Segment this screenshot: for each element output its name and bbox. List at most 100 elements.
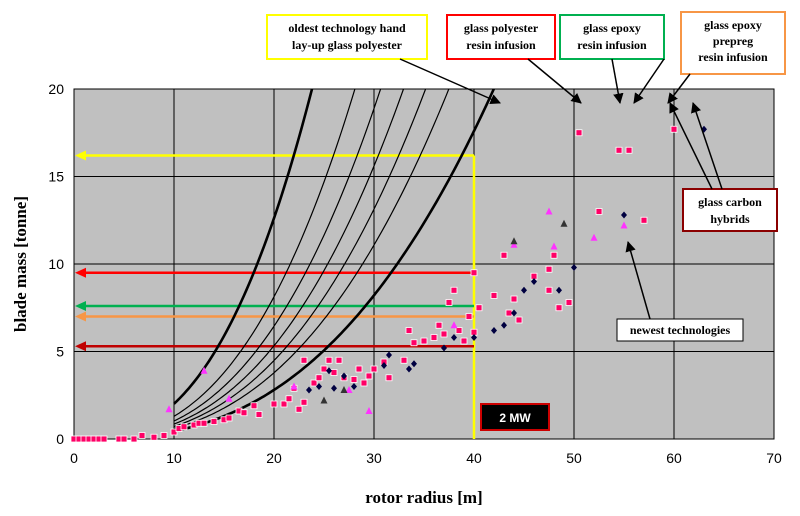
data-point-square [510,295,518,303]
data-point-triangle [340,386,348,393]
data-point-square [365,372,373,380]
badge-label: 2 MW [499,411,531,425]
data-point-triangle [560,219,568,227]
annotation-polyester-line2: resin infusion [466,38,536,52]
data-point-diamond [341,372,347,380]
annotation-glass-carbon: glass carbon hybrids [682,188,778,232]
data-point-square [130,435,138,443]
annotation-prepreg-line2: prepreg [713,34,753,48]
annotation-carbon-line1: glass carbon [698,195,762,209]
data-point-diamond [441,344,447,352]
reference-arrowhead [75,341,86,352]
trend-curve [173,88,427,428]
data-point-diamond [511,309,517,317]
data-point-square [595,208,603,215]
data-point-diamond [411,360,417,368]
data-point-diamond [501,321,507,329]
data-point-square [445,299,453,306]
annotation-prepreg-line1: glass epoxy [704,18,762,32]
arrow-carbon-a [669,102,713,190]
data-point-diamond [306,386,312,394]
data-point-diamond [386,351,392,359]
data-point-square [120,435,128,443]
annotation-polyester-line1: glass polyester [464,21,539,35]
data-point-triangle [590,233,598,241]
data-point-square [310,379,318,387]
data-point-square [240,409,248,417]
trend-curve [173,88,450,429]
y-tick-label: 15 [48,169,64,185]
data-point-diamond [316,383,322,390]
data-point-diamond [451,334,457,341]
data-point-square [405,327,413,334]
data-point-square [320,365,328,373]
data-point-diamond [471,334,477,341]
arrow-polyester [527,58,582,104]
data-point-square [550,251,558,259]
data-point-square [255,411,263,418]
x-tick-label: 60 [666,450,682,466]
y-tick-label: 5 [56,344,64,360]
annotation-arrows [399,58,723,320]
data-point-diamond [406,365,412,373]
data-point-square [420,337,428,345]
data-point-square [615,146,623,154]
annotation-carbon-line2: hybrids [710,212,750,226]
arrow-prepreg [667,73,691,104]
x-tick-label: 50 [566,450,582,466]
data-point-square [225,414,233,422]
data-point-square [170,428,178,436]
data-point-square [450,286,458,294]
data-point-square [200,419,208,427]
power-badge: 2 MW [480,403,550,431]
data-point-triangle [550,242,558,250]
annotation-epoxy-line2: resin infusion [577,38,647,52]
data-point-square [670,125,678,133]
trend-curve [173,88,356,417]
data-point-triangle [290,382,298,390]
data-point-diamond [491,327,497,334]
data-point-square [160,432,168,439]
data-point-triangle [545,207,553,215]
data-point-square [410,339,418,347]
x-tick-label: 0 [70,450,78,466]
arrow-epoxy-b [633,58,665,104]
annotation-oldest-line2: lay-up glass polyester [292,38,403,52]
data-point-square [475,304,483,312]
data-point-square [465,313,473,320]
annotation-oldest-technology: oldest technology hand lay-up glass poly… [266,14,428,60]
data-point-square [460,337,468,345]
data-point-square [150,433,158,441]
data-point-square [330,369,338,376]
annotation-glass-epoxy: glass epoxy resin infusion [559,14,665,60]
data-point-triangle [225,394,233,402]
data-point-square [285,395,293,403]
data-point-triangle [510,237,518,245]
data-point-square [470,269,478,277]
data-point-square [565,299,573,306]
data-point-square [315,374,323,382]
data-point-diamond [326,367,332,375]
x-tick-labels: 0 10 20 30 40 50 60 70 [70,450,782,466]
arrow-epoxy-a [611,58,624,105]
data-point-square [250,402,258,410]
x-tick-label: 10 [166,450,182,466]
trend-curve [173,88,405,425]
reference-lines [75,150,476,439]
data-point-diamond [381,362,387,369]
data-point-square [435,321,443,329]
data-point-square [545,265,553,273]
data-point-triangle [620,221,628,229]
data-point-triangle [320,396,328,404]
annotation-epoxy-line1: glass epoxy [583,21,641,35]
reference-arrowhead [75,267,86,278]
reference-arrowhead [75,301,86,311]
annotation-newest-label: newest technologies [630,323,731,337]
data-point-square [370,365,378,373]
annotation-prepreg-line3: resin infusion [698,50,768,64]
data-point-diamond [521,286,527,294]
y-tick-labels: 0 5 10 15 20 [48,81,64,447]
x-tick-label: 70 [766,450,782,466]
arrow-carbon-b [691,102,723,190]
data-point-diamond [571,264,577,271]
